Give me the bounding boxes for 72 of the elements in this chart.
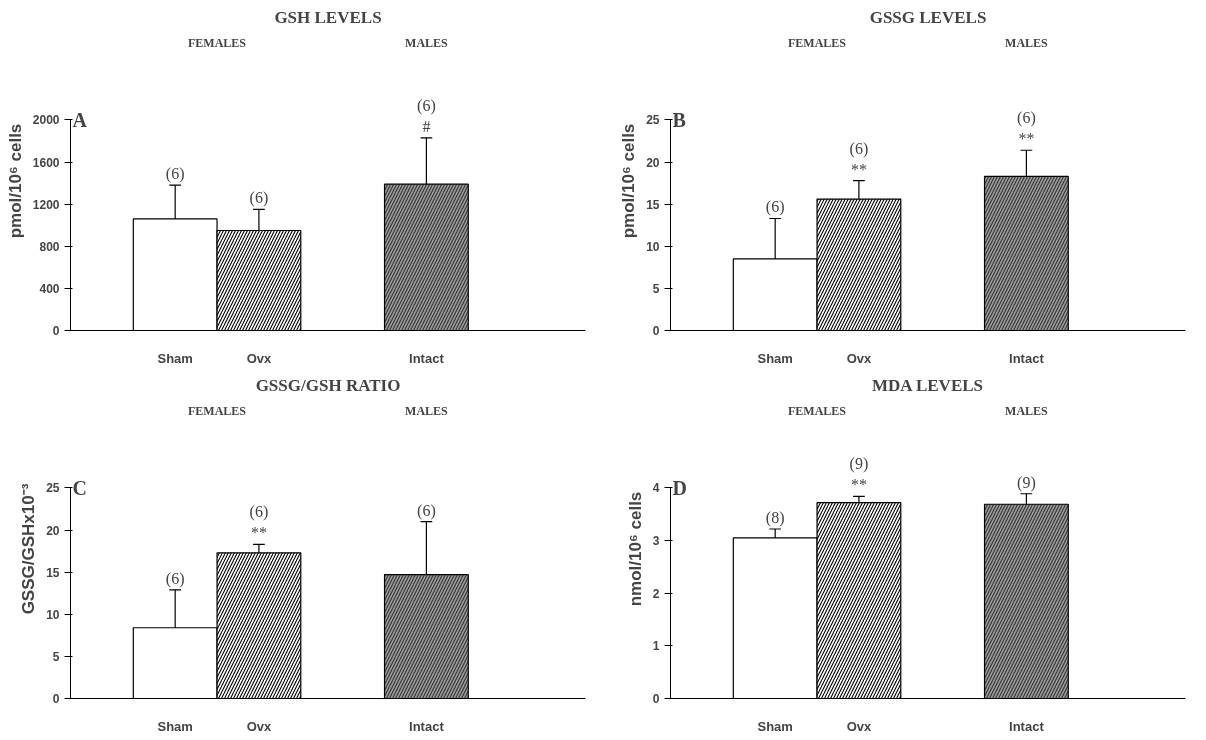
chart-title: GSH LEVELS xyxy=(274,7,382,27)
annotation: ** xyxy=(1018,130,1035,148)
y-tick-label: 4 xyxy=(652,481,660,496)
y-axis-title: nmol/10⁶ cells xyxy=(625,491,645,607)
x-tick-label: Ovx xyxy=(246,718,272,734)
chart-title: MDA LEVELS xyxy=(872,375,984,395)
y-tick-label: 1200 xyxy=(32,197,60,212)
text: MALES xyxy=(405,403,449,418)
x-tick-label: Sham xyxy=(157,718,193,734)
annotation: (6) xyxy=(249,189,269,208)
annotation: # xyxy=(422,117,431,135)
x-tick-label: Ovx xyxy=(246,350,272,366)
x-tick-label: Intact xyxy=(409,350,445,366)
annotation: (6) xyxy=(765,198,785,217)
y-tick-label: 15 xyxy=(646,197,660,212)
x-tick-label: Ovx xyxy=(846,718,872,734)
x-tick-label: Intact xyxy=(409,718,445,734)
text: FEMALES xyxy=(188,35,247,50)
y-tick-label: 2000 xyxy=(32,113,60,128)
y-tick-label: 10 xyxy=(646,239,660,254)
annotation: ** xyxy=(250,524,267,542)
y-tick-label: 10 xyxy=(46,607,60,622)
y-axis-title: pmol/10⁶ cells xyxy=(619,123,639,239)
annotation: (6) xyxy=(165,165,185,184)
annotation: B xyxy=(672,108,686,131)
annotation: (6) xyxy=(1017,109,1036,128)
annotation: A xyxy=(72,108,88,131)
y-tick-label: 0 xyxy=(652,692,660,706)
annotation: (6) xyxy=(165,569,185,588)
y-tick-label: 1 xyxy=(652,639,660,654)
y-tick-label: 5 xyxy=(52,649,60,664)
y-tick-label: 20 xyxy=(46,523,60,538)
y-tick-label: 5 xyxy=(652,281,660,296)
annotation: ** xyxy=(850,160,867,178)
annotation: (6) xyxy=(249,503,269,522)
text: MALES xyxy=(405,35,449,50)
x-tick-label: Sham xyxy=(757,718,793,734)
annotation: (6) xyxy=(417,501,436,520)
x-tick-label: Sham xyxy=(157,350,193,366)
y-tick-label: 800 xyxy=(39,239,60,254)
y-tick-label: 1600 xyxy=(32,155,60,170)
annotation: D xyxy=(672,476,687,499)
y-tick-label: 0 xyxy=(652,324,660,338)
y-tick-label: 3 xyxy=(652,534,660,549)
x-tick-label: Ovx xyxy=(846,350,872,366)
annotation: C xyxy=(72,476,87,499)
annotation: ** xyxy=(850,476,867,494)
text: FEMALES xyxy=(788,35,847,50)
text: FEMALES xyxy=(788,403,847,418)
y-tick-label: 2 xyxy=(652,586,660,601)
text: MALES xyxy=(1005,403,1049,418)
text: (9) xyxy=(849,455,869,474)
annotation: (8) xyxy=(765,509,785,527)
y-tick-label: 0 xyxy=(52,692,60,706)
y-tick-label: 20 xyxy=(646,155,660,170)
x-tick-label: Intact xyxy=(1009,350,1045,366)
annotation: (6) xyxy=(849,139,869,158)
y-axis-title: GSSG/GSHx10⁻³ xyxy=(19,483,39,615)
chart-title: GSSG/GSH RATIO xyxy=(255,375,401,395)
text: FEMALES xyxy=(188,403,247,418)
annotation: (9) xyxy=(1017,473,1036,492)
y-tick-label: 400 xyxy=(39,281,60,296)
chart-title: GSSG LEVELS xyxy=(869,7,987,27)
y-tick-label: 0 xyxy=(52,324,60,338)
y-tick-label: 15 xyxy=(46,565,60,580)
text: MALES xyxy=(1005,35,1049,50)
y-axis-title: pmol/10⁶ cells xyxy=(5,123,25,239)
y-tick-label: 25 xyxy=(646,113,660,128)
x-tick-label: Intact xyxy=(1009,718,1045,734)
x-tick-label: Sham xyxy=(757,350,793,366)
text: (6) xyxy=(417,96,436,115)
y-tick-label: 25 xyxy=(46,481,60,496)
